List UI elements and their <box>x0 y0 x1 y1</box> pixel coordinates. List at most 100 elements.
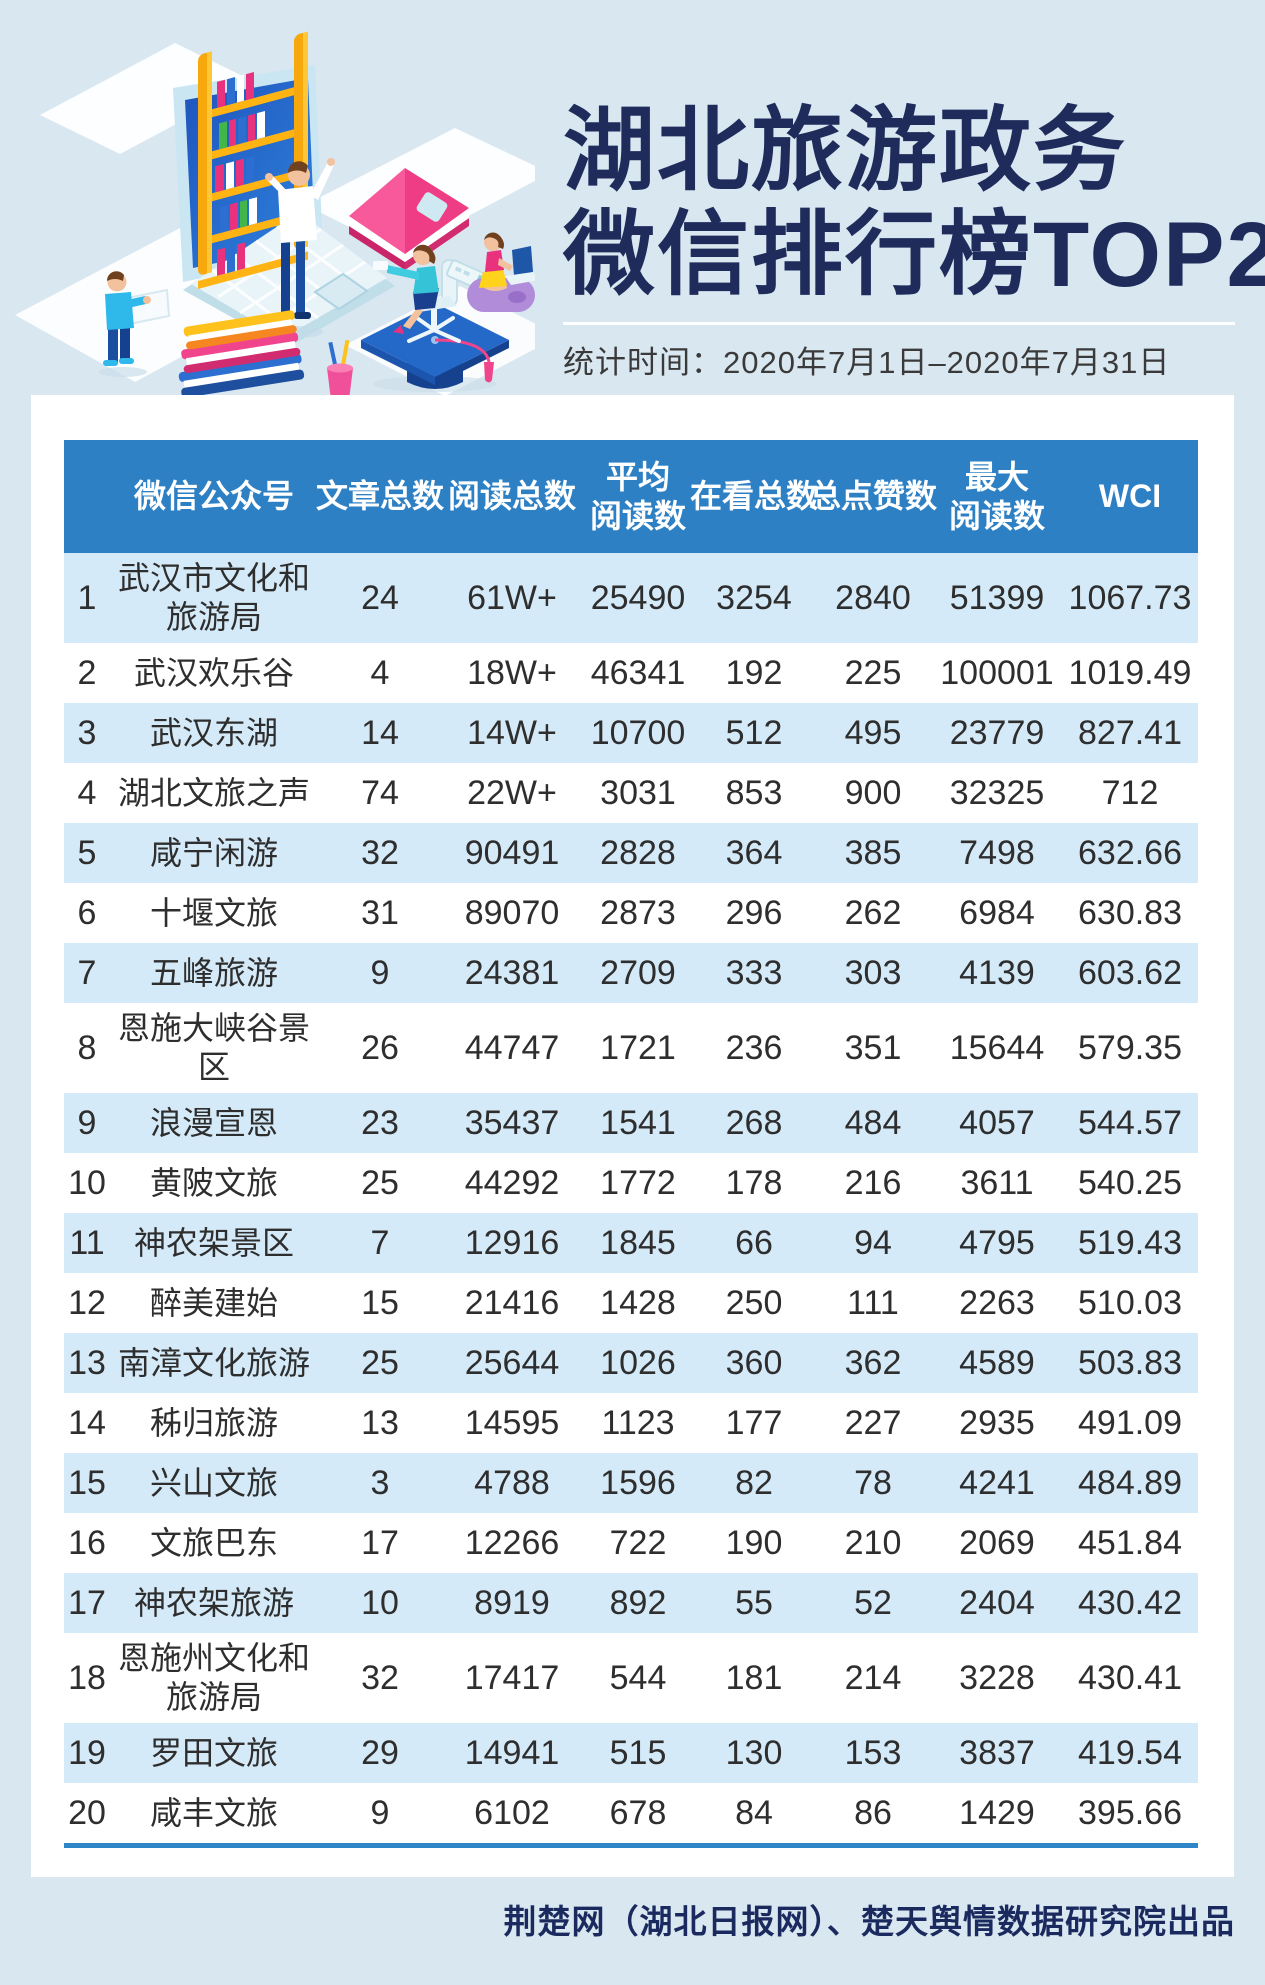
looks-cell: 181 <box>725 1658 783 1697</box>
max-reads-cell: 4139 <box>959 953 1035 992</box>
wci-cell: 519.43 <box>1078 1223 1182 1262</box>
wci-cell: 484.89 <box>1078 1463 1182 1502</box>
likes-cell: 900 <box>844 773 902 812</box>
articles-cell: 4 <box>370 653 390 692</box>
rank-cell: 12 <box>68 1283 106 1322</box>
rank-cell: 4 <box>77 773 97 812</box>
account-name-cell: 武汉东湖 <box>149 714 278 751</box>
shelf-books <box>215 71 265 276</box>
pencil-cup-icon <box>327 339 353 400</box>
account-name-cell: 文旅巴东 <box>149 1524 278 1561</box>
avg-reads-cell: 678 <box>609 1793 667 1832</box>
articles-cell: 74 <box>361 773 399 812</box>
looks-cell: 853 <box>725 773 783 812</box>
col-header-likes: 总点赞数 <box>809 478 938 515</box>
laptop-woman-icon <box>467 232 535 312</box>
table-row: 9 浪漫宣恩 23 35437 1541 268 484 4057 544.57 <box>64 1093 1198 1154</box>
max-reads-cell: 2069 <box>959 1523 1035 1562</box>
likes-cell: 2840 <box>835 578 911 617</box>
likes-cell: 495 <box>844 713 902 752</box>
col-header-articles: 文章总数 <box>316 478 445 515</box>
reads-cell: 18W+ <box>467 653 557 692</box>
reads-cell: 14W+ <box>467 713 557 752</box>
avg-reads-cell: 1428 <box>600 1283 676 1322</box>
wci-cell: 395.66 <box>1078 1793 1182 1832</box>
col-header-account: 微信公众号 <box>133 478 294 515</box>
likes-cell: 484 <box>844 1103 902 1142</box>
account-name-cell: 秭归旅游 <box>149 1404 278 1441</box>
max-reads-cell: 23779 <box>949 713 1045 752</box>
rank-cell: 11 <box>69 1223 105 1262</box>
rank-cell: 10 <box>68 1163 106 1202</box>
looks-cell: 296 <box>725 893 783 932</box>
rank-cell: 9 <box>77 1103 97 1142</box>
account-name-cell: 黄陂文旅 <box>149 1164 278 1201</box>
articles-cell: 10 <box>361 1583 399 1622</box>
avg-reads-cell: 1772 <box>600 1163 676 1202</box>
wci-cell: 430.42 <box>1078 1583 1182 1622</box>
articles-cell: 25 <box>361 1163 399 1202</box>
avg-reads-cell: 1596 <box>600 1463 676 1502</box>
articles-cell: 24 <box>361 578 399 617</box>
reads-cell: 89070 <box>464 893 560 932</box>
likes-cell: 303 <box>844 953 902 992</box>
wci-cell: 540.25 <box>1078 1163 1182 1202</box>
avg-reads-cell: 544 <box>609 1658 667 1697</box>
table-row: 10 黄陂文旅 25 44292 1772 178 216 3611 540.2… <box>64 1153 1198 1214</box>
reads-cell: 44747 <box>464 1028 560 1067</box>
table-row: 17 神农架旅游 10 8919 892 55 52 2404 430.42 <box>64 1573 1198 1634</box>
articles-cell: 32 <box>361 833 399 872</box>
reads-cell: 35437 <box>464 1103 560 1142</box>
likes-cell: 216 <box>844 1163 902 1202</box>
articles-cell: 3 <box>370 1463 390 1502</box>
account-name-cell: 浪漫宣恩 <box>149 1104 278 1141</box>
articles-cell: 9 <box>370 1793 390 1832</box>
rank-cell: 14 <box>68 1403 106 1442</box>
likes-cell: 86 <box>854 1793 892 1832</box>
standing-person-icon <box>99 271 171 377</box>
rank-cell: 7 <box>77 953 97 992</box>
reader-person-icon <box>265 158 335 338</box>
articles-cell: 32 <box>361 1658 399 1697</box>
account-name-cell: 神农架景区 <box>133 1224 294 1261</box>
account-name-cell: 咸丰文旅 <box>149 1794 278 1831</box>
max-reads-cell: 2404 <box>959 1583 1035 1622</box>
account-name-cell: 咸宁闲游 <box>149 834 278 871</box>
articles-cell: 14 <box>361 713 399 752</box>
reads-cell: 44292 <box>464 1163 560 1202</box>
rank-cell: 16 <box>68 1523 106 1562</box>
avg-reads-cell: 892 <box>609 1583 667 1622</box>
likes-cell: 385 <box>844 833 902 872</box>
avg-reads-cell: 10700 <box>590 713 686 752</box>
looks-cell: 177 <box>725 1403 783 1442</box>
stat-period: 统计时间：2020年7月1日–2020年7月31日 <box>563 344 1171 380</box>
wci-cell: 510.03 <box>1078 1283 1182 1322</box>
looks-cell: 178 <box>725 1163 783 1202</box>
likes-cell: 52 <box>854 1583 892 1622</box>
reads-cell: 12916 <box>464 1223 560 1262</box>
wci-cell: 451.84 <box>1078 1523 1182 1562</box>
reads-cell: 61W+ <box>467 578 557 617</box>
avg-reads-cell: 1845 <box>600 1223 676 1262</box>
table-row: 5 咸宁闲游 32 90491 2828 364 385 7498 632.66 <box>64 823 1198 884</box>
looks-cell: 66 <box>735 1223 773 1262</box>
table-row: 15 兴山文旅 3 4788 1596 82 78 4241 484.89 <box>64 1453 1198 1514</box>
max-reads-cell: 4589 <box>959 1343 1035 1382</box>
reads-cell: 4788 <box>474 1463 550 1502</box>
max-reads-cell: 4795 <box>959 1223 1035 1262</box>
wci-cell: 503.83 <box>1078 1343 1182 1382</box>
table-row: 1 武汉市文化和旅游局 24 61W+ 25490 3254 2840 5139… <box>64 553 1198 644</box>
account-name-cell: 醉美建始 <box>149 1284 278 1321</box>
max-reads-cell: 2935 <box>959 1403 1035 1442</box>
looks-cell: 360 <box>725 1343 783 1382</box>
account-name-cell: 武汉市文化和旅游局 <box>117 560 310 636</box>
max-reads-cell: 3611 <box>960 1163 1034 1202</box>
wci-cell: 1067.73 <box>1068 578 1192 617</box>
bookshelf-icon <box>198 31 308 289</box>
table-row: 14 秭归旅游 13 14595 1123 177 227 2935 491.0… <box>64 1393 1198 1454</box>
rank-cell: 6 <box>77 893 97 932</box>
graduation-cap-icon <box>361 303 509 392</box>
wci-cell: 712 <box>1101 773 1159 812</box>
articles-cell: 23 <box>361 1103 399 1142</box>
max-reads-cell: 3837 <box>959 1733 1035 1772</box>
